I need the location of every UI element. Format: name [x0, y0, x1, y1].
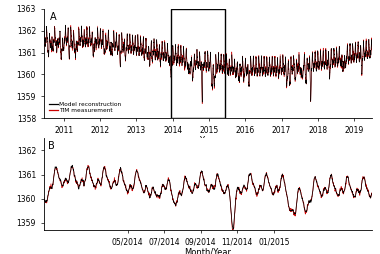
Text: B: B	[48, 141, 54, 151]
Bar	[171, 9, 225, 118]
X-axis label: Year: Year	[199, 136, 217, 145]
Text: A: A	[50, 12, 56, 22]
Legend: Model reconstruction, TIM measurement: Model reconstruction, TIM measurement	[47, 99, 124, 115]
X-axis label: Month/Year: Month/Year	[185, 248, 231, 254]
